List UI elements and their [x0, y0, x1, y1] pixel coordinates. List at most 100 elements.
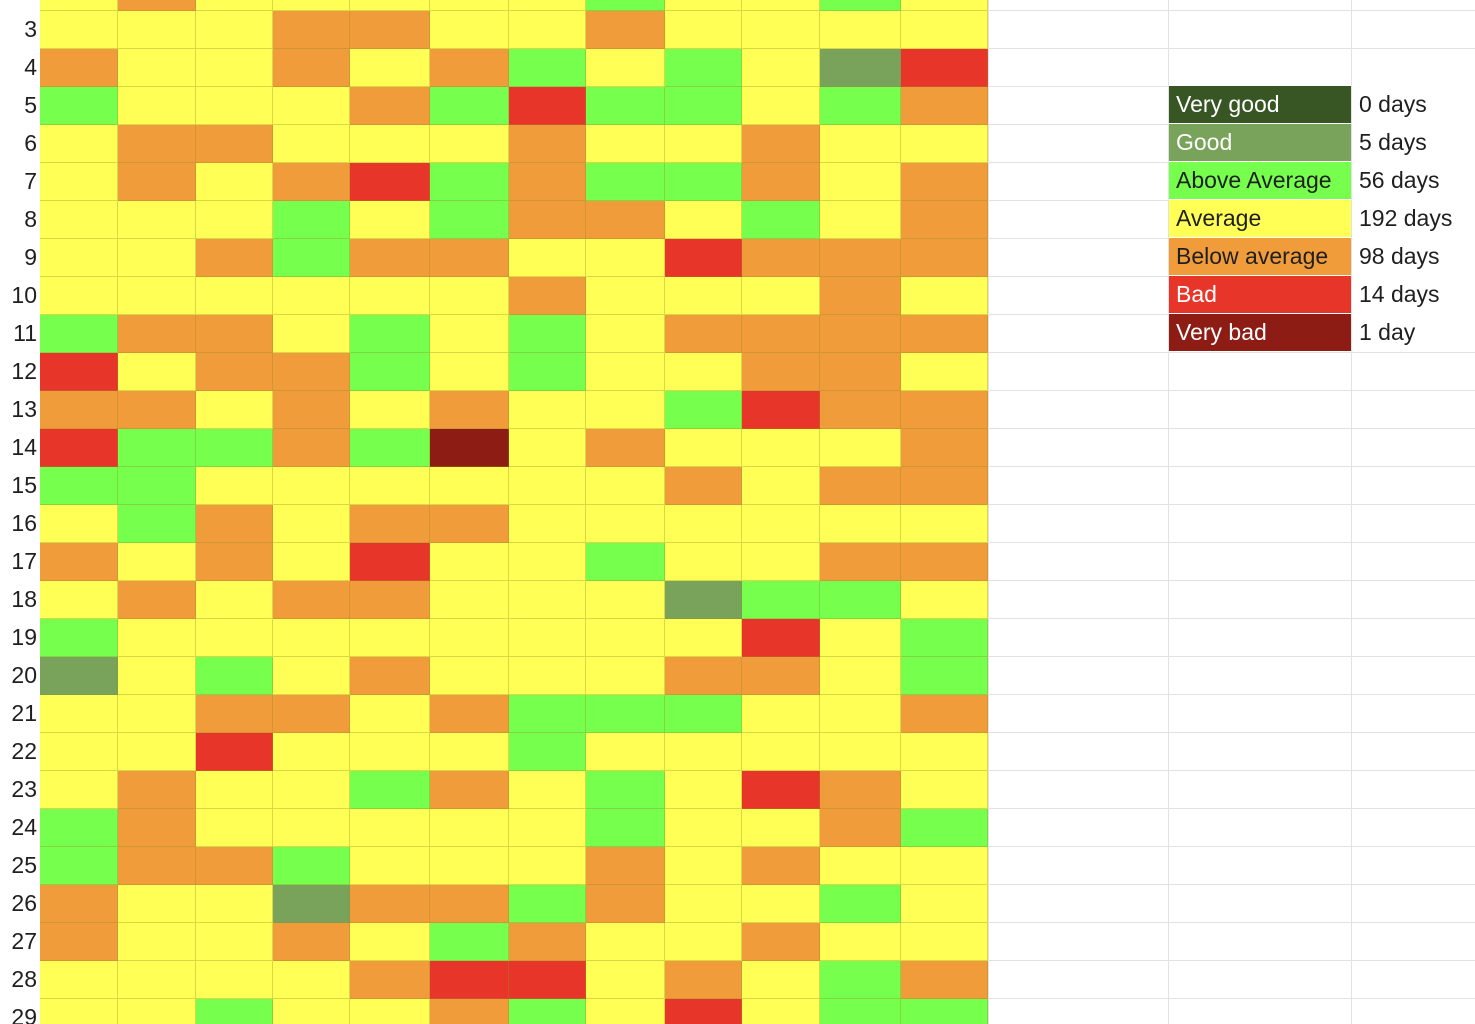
heatmap-cell[interactable] [40, 961, 118, 999]
heatmap-cell[interactable] [196, 809, 273, 847]
heatmap-cell[interactable] [350, 809, 430, 847]
heatmap-cell[interactable] [40, 923, 118, 961]
heatmap-cell[interactable] [901, 11, 988, 49]
heatmap-cell[interactable] [820, 201, 901, 239]
heatmap-cell[interactable] [196, 125, 273, 163]
heatmap-cell[interactable] [118, 657, 196, 695]
heatmap-cell[interactable] [742, 315, 820, 353]
heatmap-cell[interactable] [273, 49, 350, 87]
heatmap-cell[interactable] [820, 505, 901, 543]
heatmap-cell[interactable] [273, 619, 350, 657]
heatmap-cell[interactable] [350, 315, 430, 353]
heatmap-cell[interactable] [430, 49, 509, 87]
heatmap-cell[interactable] [273, 657, 350, 695]
heatmap-cell[interactable] [509, 733, 586, 771]
heatmap-cell[interactable] [118, 809, 196, 847]
heatmap-cell[interactable] [901, 467, 988, 505]
heatmap-cell[interactable] [665, 353, 742, 391]
heatmap-cell[interactable] [742, 657, 820, 695]
heatmap-cell[interactable] [40, 657, 118, 695]
heatmap-cell[interactable] [350, 391, 430, 429]
heatmap-cell[interactable] [586, 885, 665, 923]
heatmap-cell[interactable] [40, 201, 118, 239]
row-header[interactable]: 11 [0, 314, 40, 352]
row-header[interactable]: 27 [0, 922, 40, 960]
heatmap-cell[interactable] [586, 467, 665, 505]
heatmap-cell[interactable] [430, 695, 509, 733]
heatmap-cell[interactable] [40, 125, 118, 163]
heatmap-cell[interactable] [40, 0, 118, 11]
heatmap-cell[interactable] [742, 11, 820, 49]
heatmap-cell[interactable] [273, 999, 350, 1024]
heatmap-cell[interactable] [665, 961, 742, 999]
heatmap-cell[interactable] [665, 619, 742, 657]
heatmap-cell[interactable] [40, 163, 118, 201]
heatmap-cell[interactable] [430, 391, 509, 429]
heatmap-cell[interactable] [40, 695, 118, 733]
heatmap-cell[interactable] [901, 87, 988, 125]
heatmap-cell[interactable] [820, 771, 901, 809]
heatmap-cell[interactable] [586, 11, 665, 49]
heatmap-cell[interactable] [118, 695, 196, 733]
heatmap-cell[interactable] [665, 0, 742, 11]
heatmap-cell[interactable] [586, 505, 665, 543]
heatmap-cell[interactable] [430, 543, 509, 581]
heatmap-cell[interactable] [820, 11, 901, 49]
heatmap-cell[interactable] [509, 961, 586, 999]
heatmap-cell[interactable] [665, 429, 742, 467]
row-header[interactable]: 5 [0, 86, 40, 124]
row-header[interactable]: 19 [0, 618, 40, 656]
heatmap-cell[interactable] [350, 125, 430, 163]
heatmap-cell[interactable] [820, 885, 901, 923]
heatmap-cell[interactable] [350, 619, 430, 657]
heatmap-cell[interactable] [196, 543, 273, 581]
heatmap-cell[interactable] [273, 391, 350, 429]
heatmap-cell[interactable] [586, 847, 665, 885]
heatmap-cell[interactable] [350, 277, 430, 315]
heatmap-cell[interactable] [820, 163, 901, 201]
heatmap-cell[interactable] [901, 201, 988, 239]
heatmap-cell[interactable] [586, 0, 665, 11]
heatmap-cell[interactable] [901, 429, 988, 467]
legend-label[interactable]: Good [1169, 124, 1351, 161]
heatmap-cell[interactable] [586, 239, 665, 277]
row-header[interactable]: 26 [0, 884, 40, 922]
heatmap-cell[interactable] [509, 657, 586, 695]
heatmap-cell[interactable] [273, 125, 350, 163]
heatmap-cell[interactable] [118, 429, 196, 467]
heatmap-cell[interactable] [273, 809, 350, 847]
heatmap-cell[interactable] [118, 353, 196, 391]
heatmap-cell[interactable] [509, 277, 586, 315]
heatmap-cell[interactable] [273, 847, 350, 885]
heatmap-cell[interactable] [40, 49, 118, 87]
heatmap-cell[interactable] [509, 771, 586, 809]
heatmap-cell[interactable] [350, 87, 430, 125]
heatmap-cell[interactable] [586, 315, 665, 353]
legend-label[interactable]: Below average [1169, 238, 1351, 275]
heatmap-cell[interactable] [665, 49, 742, 87]
heatmap-cell[interactable] [586, 163, 665, 201]
heatmap-cell[interactable] [820, 277, 901, 315]
heatmap-cell[interactable] [350, 49, 430, 87]
heatmap-cell[interactable] [901, 847, 988, 885]
row-header[interactable]: 9 [0, 238, 40, 276]
heatmap-cell[interactable] [742, 505, 820, 543]
heatmap-cell[interactable] [430, 657, 509, 695]
heatmap-cell[interactable] [40, 87, 118, 125]
heatmap-cell[interactable] [586, 581, 665, 619]
heatmap-cell[interactable] [586, 49, 665, 87]
heatmap-cell[interactable] [196, 467, 273, 505]
row-header[interactable]: 12 [0, 352, 40, 390]
heatmap-cell[interactable] [820, 657, 901, 695]
heatmap-cell[interactable] [742, 353, 820, 391]
row-header[interactable]: 25 [0, 846, 40, 884]
heatmap-cell[interactable] [196, 885, 273, 923]
heatmap-cell[interactable] [820, 733, 901, 771]
legend-day-count[interactable]: 0 days [1352, 86, 1475, 123]
heatmap-cell[interactable] [586, 619, 665, 657]
heatmap-cell[interactable] [820, 847, 901, 885]
legend-day-count[interactable]: 192 days [1352, 200, 1475, 237]
heatmap-cell[interactable] [430, 201, 509, 239]
heatmap-cell[interactable] [118, 391, 196, 429]
heatmap-cell[interactable] [742, 923, 820, 961]
